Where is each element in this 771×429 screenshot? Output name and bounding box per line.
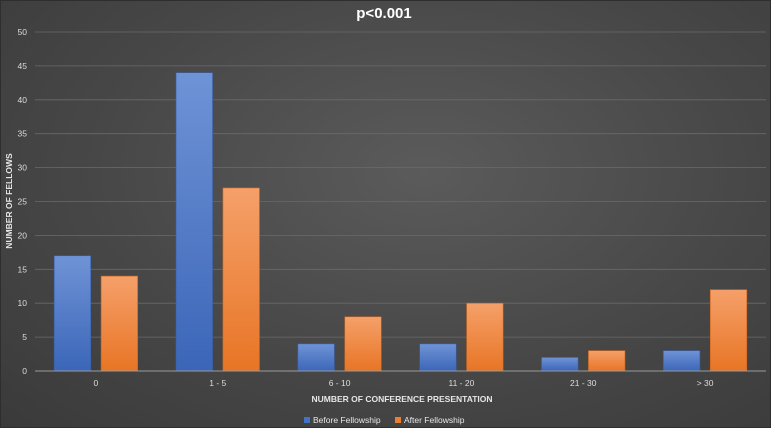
x-tick-label: 6 - 10 bbox=[329, 378, 351, 388]
bar-before-1 bbox=[175, 72, 213, 372]
y-tick-label: 45 bbox=[18, 61, 28, 71]
legend-label-after: After Fellowship bbox=[404, 415, 465, 425]
chart-title: p<0.001 bbox=[356, 5, 411, 22]
x-tick-label: 21 - 30 bbox=[570, 378, 597, 388]
bar-after-5 bbox=[709, 289, 748, 372]
y-axis-label: NUMBER OF FELLOWS bbox=[4, 153, 14, 249]
bar-after-1 bbox=[222, 187, 260, 372]
x-tick-label: 0 bbox=[94, 378, 99, 388]
y-tick-labels: 0 5 10 15 20 25 30 35 40 45 50 bbox=[18, 27, 28, 376]
y-tick-label: 35 bbox=[18, 129, 28, 139]
y-tick-label: 30 bbox=[18, 163, 28, 173]
legend-swatch-after bbox=[395, 417, 401, 423]
bar-before-0 bbox=[53, 255, 92, 372]
bars bbox=[53, 72, 748, 372]
bar-after-2 bbox=[344, 316, 382, 372]
bar-after-3 bbox=[466, 302, 504, 372]
x-axis-label: NUMBER OF CONFERENCE PRESENTATION bbox=[311, 394, 492, 404]
y-tick-label: 50 bbox=[18, 27, 28, 37]
y-tick-label: 20 bbox=[18, 230, 28, 240]
y-tick-label: 40 bbox=[18, 95, 28, 105]
legend-swatch-before bbox=[304, 417, 310, 423]
y-tick-label: 15 bbox=[18, 264, 28, 274]
legend-label-before: Before Fellowship bbox=[313, 415, 381, 425]
x-tick-label: 11 - 20 bbox=[448, 378, 474, 388]
x-tick-label: > 30 bbox=[697, 378, 714, 388]
bar-after-4 bbox=[588, 350, 626, 372]
bar-before-2 bbox=[297, 343, 335, 372]
legend: Before Fellowship After Fellowship bbox=[304, 415, 465, 425]
gridlines bbox=[35, 31, 766, 338]
y-tick-label: 5 bbox=[22, 332, 27, 342]
bar-before-4 bbox=[541, 357, 579, 372]
bar-after-0 bbox=[100, 275, 138, 372]
y-tick-label: 25 bbox=[18, 197, 28, 207]
y-tick-label: 10 bbox=[18, 298, 28, 308]
y-tick-label: 0 bbox=[22, 366, 27, 376]
bar-before-5 bbox=[663, 350, 701, 372]
x-tick-labels: 0 1 - 5 6 - 10 11 - 20 21 - 30 > 30 bbox=[94, 378, 714, 388]
x-tick-label: 1 - 5 bbox=[209, 378, 226, 388]
bar-before-3 bbox=[419, 343, 457, 372]
